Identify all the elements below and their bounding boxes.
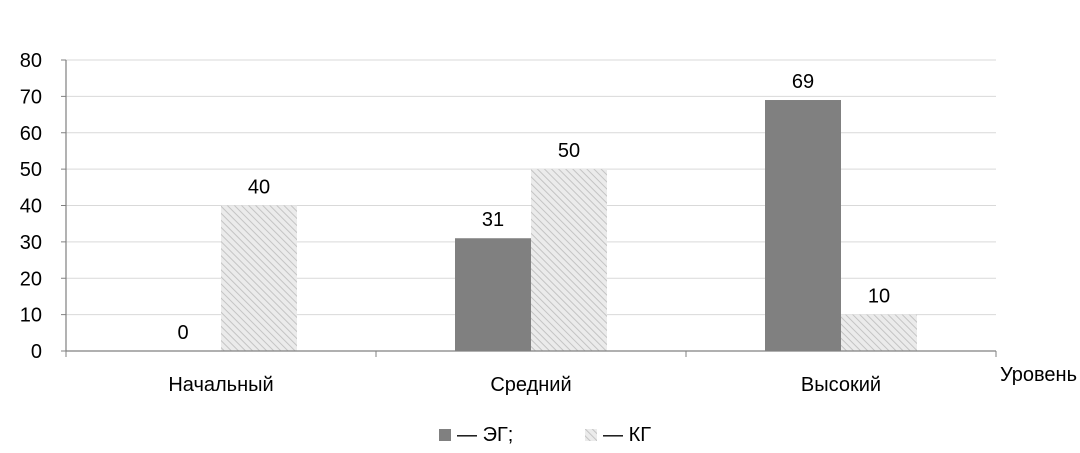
- y-tick-label: 80: [20, 50, 42, 72]
- data-label: 10: [868, 286, 890, 308]
- legend: — ЭГ; — КГ: [439, 424, 651, 446]
- y-tick-label: 10: [20, 305, 42, 327]
- labels: 0 10 20 30 40 50 60 70 80 0 40 Начальный 31 50 Средний…: [20, 50, 1077, 396]
- bar-kg-0: [221, 205, 297, 351]
- legend-swatch: [439, 429, 451, 441]
- data-label: 69: [792, 71, 814, 93]
- y-tick-label: 50: [20, 159, 42, 181]
- legend-dash: —: [457, 424, 477, 446]
- y-tick-label: 20: [20, 268, 42, 290]
- bars: [221, 100, 917, 351]
- data-label: 50: [558, 140, 580, 162]
- legend-series-name: КГ: [629, 424, 652, 446]
- data-label: 0: [177, 322, 188, 344]
- legend-label: — КГ: [603, 424, 651, 446]
- y-tick-label: 70: [20, 86, 42, 108]
- bar-kg-2: [841, 314, 917, 351]
- legend-series-name: ЭГ;: [483, 424, 514, 446]
- y-tick-label: 0: [31, 341, 42, 363]
- x-tick-label: Средний: [490, 374, 571, 396]
- legend-swatch: [585, 429, 597, 441]
- data-label: 40: [248, 177, 270, 199]
- y-tick-label: 30: [20, 232, 42, 254]
- legend-dash: —: [603, 424, 623, 446]
- bar-eg-2: [765, 100, 841, 351]
- x-tick-label: Начальный: [168, 374, 273, 396]
- bar-eg-1: [455, 238, 531, 351]
- axes: [61, 59, 997, 357]
- x-axis-label: Уровень: [1000, 364, 1077, 386]
- x-tick-label: Высокий: [801, 374, 881, 396]
- legend-label: — ЭГ;: [457, 424, 513, 446]
- y-tick-label: 60: [20, 123, 42, 145]
- y-tick-label: 40: [20, 196, 42, 218]
- data-label: 31: [482, 209, 504, 231]
- bar-kg-1: [531, 169, 607, 351]
